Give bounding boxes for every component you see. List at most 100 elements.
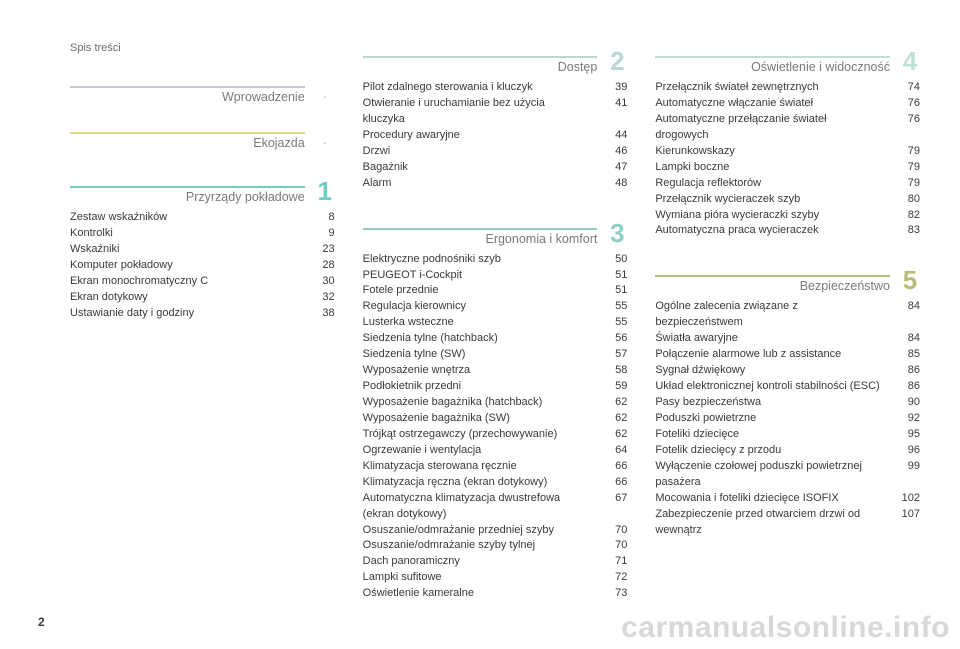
toc-page: 71 — [599, 554, 627, 570]
toc-page: 46 — [599, 144, 627, 160]
toc-row[interactable]: Wyposażenie bagażnika (hatchback)62 — [363, 395, 628, 411]
toc-row[interactable]: Otwieranie i uruchamianie bez użycia klu… — [363, 96, 628, 128]
toc-label: Światła awaryjne — [655, 331, 882, 347]
toc-row[interactable]: Wyposażenie bagażnika (SW)62 — [363, 411, 628, 427]
toc-row[interactable]: Procedury awaryjne44 — [363, 128, 628, 144]
toc-row[interactable]: Wyposażenie wnętrza58 — [363, 363, 628, 379]
toc-page: 79 — [892, 176, 920, 192]
toc-page: 102 — [892, 491, 920, 507]
toc-row[interactable]: Światła awaryjne 84 — [655, 331, 920, 347]
toc-row[interactable]: Dach panoramiczny71 — [363, 554, 628, 570]
section-title: Oświetlenie i widoczność — [655, 60, 890, 74]
section-header: Ekojazda. — [70, 132, 335, 150]
toc-section: Ergonomia i komfort3 Elektryczne podnośni… — [363, 220, 628, 603]
toc-row[interactable]: Sygnał dźwiękowy86 — [655, 363, 920, 379]
toc-row[interactable]: Regulacja kierownicy55 — [363, 299, 628, 315]
toc-label: Pasy bezpieczeństwa — [655, 395, 882, 411]
toc-row[interactable]: Kontrolki9 — [70, 226, 335, 242]
toc-label: Komputer pokładowy — [70, 258, 297, 274]
toc-label: Lampki boczne — [655, 160, 882, 176]
section-rule — [70, 132, 305, 134]
section-rule — [655, 56, 890, 58]
toc-page: 74 — [892, 80, 920, 96]
toc-row[interactable]: Ogólne zalecenia związane z bezpieczeńst… — [655, 299, 920, 331]
toc-row[interactable]: Osuszanie/odmrażanie przedniej szyby70 — [363, 523, 628, 539]
toc-row[interactable]: Kierunkowskazy79 — [655, 144, 920, 160]
toc-label: Zabezpieczenie przed otwarciem drzwi od … — [655, 507, 882, 539]
toc-row[interactable]: Wskaźniki23 — [70, 242, 335, 258]
toc-label: Automatyczna praca wycieraczek — [655, 223, 882, 239]
toc-page: 47 — [599, 160, 627, 176]
toc-page: 44 — [599, 128, 627, 144]
toc-page: 39 — [599, 80, 627, 96]
toc-row[interactable]: Klimatyzacja sterowana ręcznie66 — [363, 459, 628, 475]
toc-label: Poduszki powietrzne — [655, 411, 882, 427]
toc-page: 79 — [892, 144, 920, 160]
section-title: Dostęp — [363, 60, 598, 74]
toc-row[interactable]: Bagażnik47 — [363, 160, 628, 176]
section-title: Ergonomia i komfort — [363, 232, 598, 246]
toc-row[interactable]: Układ elektronicznej kontroli stabilnośc… — [655, 379, 920, 395]
toc-page: 50 — [599, 252, 627, 268]
toc-row[interactable]: Lampki sufitowe72 — [363, 570, 628, 586]
toc-row[interactable]: Komputer pokładowy28 — [70, 258, 335, 274]
toc-row[interactable]: Lusterka wsteczne55 — [363, 315, 628, 331]
toc-row[interactable]: Siedzenia tylne (hatchback)56 — [363, 331, 628, 347]
toc-row[interactable]: Zabezpieczenie przed otwarciem drzwi od … — [655, 507, 920, 539]
toc-row[interactable]: Automatyczne przełączanie świateł drogow… — [655, 112, 920, 144]
toc-row[interactable]: Poduszki powietrzne92 — [655, 411, 920, 427]
toc-label: Ogrzewanie i wentylacja — [363, 443, 590, 459]
toc-row[interactable]: Fotele przednie51 — [363, 283, 628, 299]
toc-page: 66 — [599, 475, 627, 491]
toc-row[interactable]: Mocowania i foteliki dziecięce ISOFIX102 — [655, 491, 920, 507]
toc-row[interactable]: Fotelik dziecięcy z przodu96 — [655, 443, 920, 459]
toc-row[interactable]: Połączenie alarmowe lub z assistance85 — [655, 347, 920, 363]
toc-page: 84 — [892, 331, 920, 347]
toc-row[interactable]: Automatyczne włączanie świateł76 — [655, 96, 920, 112]
toc-label: Układ elektronicznej kontroli stabilnośc… — [655, 379, 882, 395]
toc-label: Klimatyzacja sterowana ręcznie — [363, 459, 590, 475]
toc-page: 90 — [892, 395, 920, 411]
toc-row[interactable]: Lampki boczne79 — [655, 160, 920, 176]
toc-row[interactable]: Przełącznik świateł zewnętrznych74 — [655, 80, 920, 96]
toc-section: Ekojazda. — [70, 132, 335, 150]
toc-row[interactable]: Zestaw wskaźników8 — [70, 210, 335, 226]
toc-row[interactable]: Drzwi46 — [363, 144, 628, 160]
toc-row[interactable]: Oświetlenie kameralne73 — [363, 586, 628, 602]
toc-row[interactable]: Osuszanie/odmrażanie szyby tylnej70 — [363, 538, 628, 554]
toc-row[interactable]: Ogrzewanie i wentylacja64 — [363, 443, 628, 459]
toc-row[interactable]: PEUGEOT i-Cockpit51 — [363, 268, 628, 284]
toc-row[interactable]: Przełącznik wycieraczek szyb80 — [655, 192, 920, 208]
toc-row[interactable]: Automatyczna klimatyzacja dwustrefowa (e… — [363, 491, 628, 523]
toc-list: Elektryczne podnośniki szyb50PEUGEOT i-C… — [363, 252, 628, 603]
toc-row[interactable]: Pasy bezpieczeństwa 90 — [655, 395, 920, 411]
toc-row[interactable]: Wyłączenie czołowej poduszki powietrznej… — [655, 459, 920, 491]
toc-row[interactable]: Elektryczne podnośniki szyb50 — [363, 252, 628, 268]
toc-row[interactable]: Foteliki dziecięce95 — [655, 427, 920, 443]
toc-row[interactable]: Trójkąt ostrzegawczy (przechowywanie)62 — [363, 427, 628, 443]
toc-page: 51 — [599, 268, 627, 284]
toc-row[interactable]: Wymiana pióra wycieraczki szyby82 — [655, 208, 920, 224]
toc-row[interactable]: Pilot zdalnego sterowania i kluczyk39 — [363, 80, 628, 96]
toc-row[interactable]: Ekran monochromatyczny C30 — [70, 274, 335, 290]
toc-row[interactable]: Ustawianie daty i godziny38 — [70, 306, 335, 322]
section-header: Ergonomia i komfort3 — [363, 220, 628, 246]
section-dot: . — [315, 132, 335, 150]
toc-row[interactable]: Regulacja reflektorów79 — [655, 176, 920, 192]
toc-label: Oświetlenie kameralne — [363, 586, 590, 602]
toc-row[interactable]: Automatyczna praca wycieraczek83 — [655, 223, 920, 239]
toc-page: 48 — [599, 176, 627, 192]
toc-label: Otwieranie i uruchamianie bez użycia klu… — [363, 96, 590, 128]
section-title: Wprowadzenie — [70, 90, 305, 104]
toc-page: 70 — [599, 538, 627, 554]
toc-row[interactable]: Klimatyzacja ręczna (ekran dotykowy)66 — [363, 475, 628, 491]
section-header: Dostęp 2 — [363, 48, 628, 74]
toc-row[interactable]: Podłokietnik przedni59 — [363, 379, 628, 395]
section-number: 2 — [607, 48, 627, 74]
toc-label: Siedzenia tylne (hatchback) — [363, 331, 590, 347]
toc-row[interactable]: Alarm48 — [363, 176, 628, 192]
toc-row[interactable]: Ekran dotykowy32 — [70, 290, 335, 306]
toc-row[interactable]: Siedzenia tylne (SW)57 — [363, 347, 628, 363]
toc-label: Lusterka wsteczne — [363, 315, 590, 331]
toc-page: 62 — [599, 427, 627, 443]
